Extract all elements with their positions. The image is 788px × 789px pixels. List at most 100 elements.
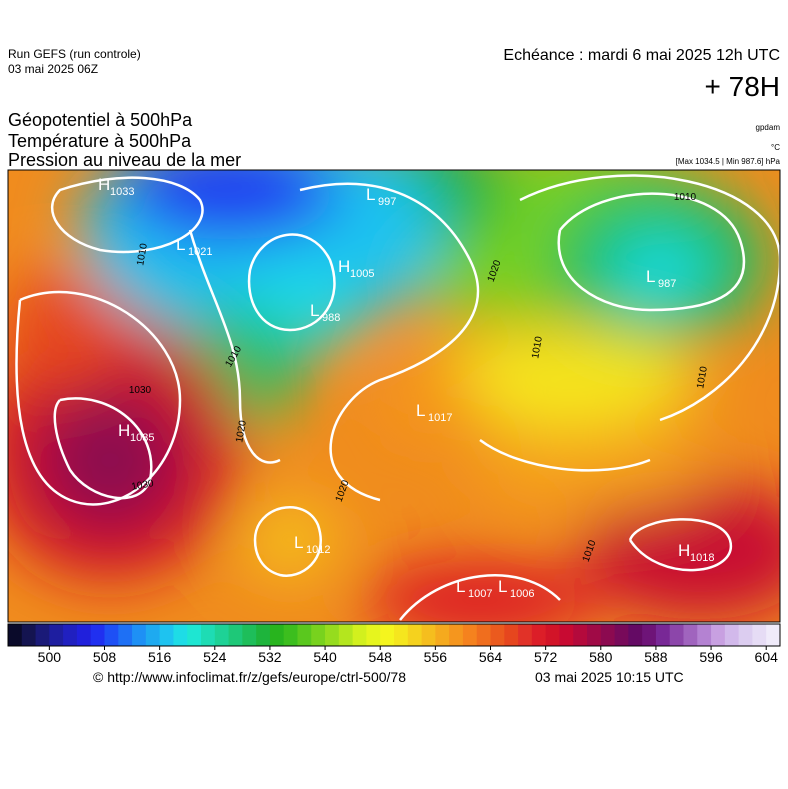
colorbar-cell bbox=[476, 624, 491, 646]
colorbar-cell bbox=[159, 624, 174, 646]
colorbar-cell bbox=[242, 624, 257, 646]
colorbar-cell bbox=[187, 624, 202, 646]
colorbar-tick-label: 604 bbox=[755, 649, 779, 665]
colorbar-cell bbox=[573, 624, 588, 646]
center-type: H bbox=[338, 257, 350, 276]
unit-label: gpdam bbox=[756, 123, 781, 132]
colorbar-tick-label: 508 bbox=[93, 649, 117, 665]
colorbar-cell bbox=[669, 624, 684, 646]
colorbar-cell bbox=[518, 624, 533, 646]
colorbar-cell bbox=[118, 624, 133, 646]
colorbar-cell bbox=[490, 624, 505, 646]
colorbar-cell bbox=[269, 624, 285, 646]
center-value: 1012 bbox=[306, 544, 330, 556]
colorbar-cell bbox=[738, 624, 753, 646]
map bbox=[8, 170, 780, 622]
center-type: L bbox=[310, 301, 319, 320]
center-type: H bbox=[118, 421, 130, 440]
center-type: L bbox=[366, 185, 375, 204]
colorbar-cell bbox=[683, 624, 698, 646]
colorbar-tick-label: 588 bbox=[644, 649, 668, 665]
map-frame bbox=[7, 169, 781, 623]
colorbar-tick-label: 532 bbox=[258, 649, 282, 665]
colorbar-cell bbox=[228, 624, 243, 646]
colorbar-tick-label: 596 bbox=[699, 649, 723, 665]
center-value: 987 bbox=[658, 278, 676, 290]
isobar-label: 1020 bbox=[234, 419, 249, 443]
colorbar-cell bbox=[338, 624, 354, 646]
colorbar-cell bbox=[297, 624, 312, 646]
colorbar-frame bbox=[7, 623, 781, 647]
field-title: Température à 500hPa bbox=[8, 131, 192, 151]
field-title: Pression au niveau de la mer bbox=[8, 150, 241, 170]
colorbar-cell bbox=[545, 624, 560, 646]
isobars bbox=[15, 174, 780, 621]
colorbar-cell bbox=[63, 624, 78, 646]
colorbar-tick-label: 572 bbox=[534, 649, 558, 665]
center-type: L bbox=[498, 577, 507, 596]
colorbar-cell bbox=[462, 624, 478, 646]
colorbar-cell bbox=[173, 624, 188, 646]
colorbar-cell bbox=[421, 624, 436, 646]
colorbar-cell bbox=[132, 624, 147, 646]
colorbar-cell bbox=[449, 624, 464, 646]
center-type: L bbox=[416, 401, 425, 420]
colorbar-cell bbox=[697, 624, 712, 646]
issued-time: 03 mai 2025 10:15 UTC bbox=[535, 669, 684, 685]
colorbar-cell bbox=[8, 624, 23, 646]
field-title: Géopotentiel à 500hPa bbox=[8, 110, 193, 130]
center-type: L bbox=[456, 577, 465, 596]
colorbar-cell bbox=[394, 624, 409, 646]
isobar-label: 1010 bbox=[135, 242, 150, 266]
isobar-label: 1030 bbox=[129, 385, 152, 396]
center-value: 1021 bbox=[188, 246, 212, 258]
colorbar-cell bbox=[256, 624, 271, 646]
colorbar-cell bbox=[311, 624, 326, 646]
colorbar-tick-label: 548 bbox=[369, 649, 393, 665]
colorbar-cell bbox=[21, 624, 37, 646]
center-value: 997 bbox=[378, 196, 396, 208]
colorbar-tick-label: 500 bbox=[38, 649, 62, 665]
colorbar-cell bbox=[766, 624, 781, 646]
colorbar-cell bbox=[35, 624, 50, 646]
colorbar-cell bbox=[504, 624, 519, 646]
isobar-label: 1010 bbox=[674, 192, 697, 203]
colorbar-cell bbox=[642, 624, 657, 646]
run-label: Run GEFS (run controle) bbox=[8, 47, 141, 61]
colorbar-tick-label: 580 bbox=[589, 649, 613, 665]
colorbar-cell bbox=[587, 624, 602, 646]
colorbar-cell bbox=[711, 624, 726, 646]
unit-label: [Max 1034.5 | Min 987.6] hPa bbox=[676, 157, 781, 166]
colorbar-cell bbox=[752, 624, 767, 646]
center-type: H bbox=[678, 541, 690, 560]
center-value: 1006 bbox=[510, 588, 534, 600]
valid-time: Echéance : mardi 6 mai 2025 12h UTC bbox=[503, 47, 780, 64]
colorbar-cell bbox=[145, 624, 161, 646]
isobar-label: 1010 bbox=[695, 365, 710, 389]
colorbar-cell bbox=[201, 624, 216, 646]
source-link: © http://www.infoclimat.fr/z/gefs/europe… bbox=[93, 669, 406, 685]
colorbar-tick-label: 540 bbox=[313, 649, 337, 665]
colorbar-cell bbox=[76, 624, 92, 646]
colorbar-cell bbox=[90, 624, 105, 646]
colorbar-cell bbox=[407, 624, 423, 646]
center-type: H bbox=[98, 175, 110, 194]
isobar-label: 1030 bbox=[131, 478, 155, 493]
colorbar-cell bbox=[380, 624, 395, 646]
colorbar-cell bbox=[104, 624, 119, 646]
colorbar-tick-label: 564 bbox=[479, 649, 503, 665]
center-type: L bbox=[294, 533, 303, 552]
center-value: 1035 bbox=[130, 432, 154, 444]
colorbar-cell bbox=[600, 624, 616, 646]
lead-time: + 78H bbox=[705, 71, 781, 102]
center-value: 1005 bbox=[350, 268, 374, 280]
colorbar-tick-label: 524 bbox=[203, 649, 227, 665]
colorbar-cell bbox=[559, 624, 574, 646]
unit-label: °C bbox=[771, 143, 780, 152]
colorbar-cell bbox=[435, 624, 450, 646]
colorbar-cell bbox=[325, 624, 340, 646]
center-type: L bbox=[176, 235, 185, 254]
center-type: L bbox=[646, 267, 655, 286]
colorbar-cell bbox=[724, 624, 740, 646]
colorbar: 500 508 516 524 532 540 548 556 564 572 580 588 596 6… bbox=[7, 623, 781, 665]
